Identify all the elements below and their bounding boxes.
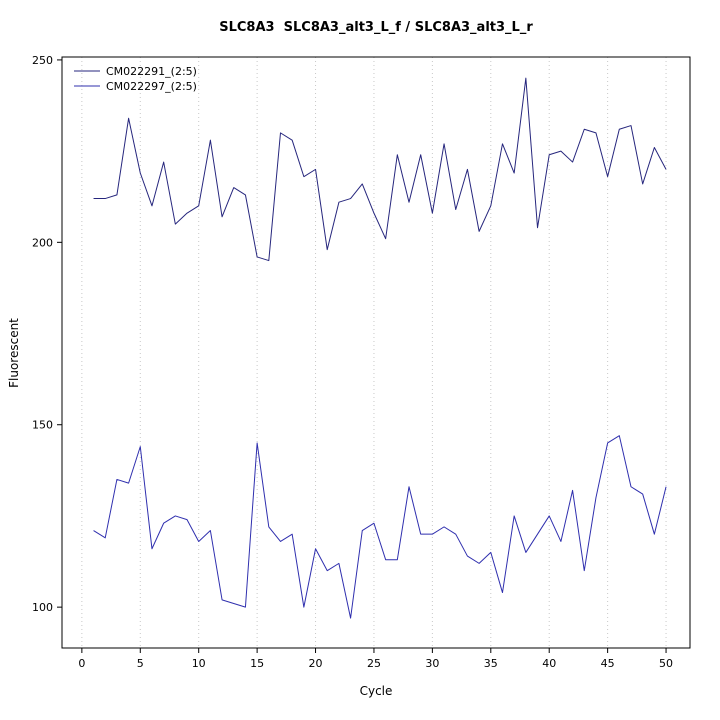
x-tick-label: 10 <box>192 657 206 670</box>
x-tick-label: 15 <box>250 657 264 670</box>
x-tick-label: 5 <box>137 657 144 670</box>
x-tick-label: 0 <box>78 657 85 670</box>
plot-box <box>61 56 691 649</box>
legend-label: CM022291_(2:5) <box>106 65 197 78</box>
x-tick-label: 40 <box>542 657 556 670</box>
x-tick-label: 35 <box>484 657 498 670</box>
x-tick-label: 45 <box>601 657 615 670</box>
y-tick-label: 100 <box>32 601 53 614</box>
x-axis: 0 5 10 15 20 25 30 35 40 45 50 <box>78 648 673 670</box>
x-axis-title: Cycle <box>359 684 393 698</box>
chart-title: SLC8A3 SLC8A3_alt3_L_f / SLC8A3_alt3_L_r <box>219 20 533 35</box>
legend-label: CM022297_(2:5) <box>106 80 197 93</box>
series-line-1 <box>93 435 667 619</box>
x-tick-label: 50 <box>659 657 673 670</box>
y-tick-label: 200 <box>32 236 53 249</box>
x-tick-label: 30 <box>425 657 439 670</box>
x-tick-label: 25 <box>367 657 381 670</box>
y-tick-label: 150 <box>32 419 53 432</box>
legend: CM022291_(2:5) CM022297_(2:5) <box>74 65 197 93</box>
y-tick-label: 250 <box>32 54 53 67</box>
x-tick-label: 20 <box>309 657 323 670</box>
series-line-0 <box>93 77 667 262</box>
y-axis: 100 150 200 250 <box>32 54 62 614</box>
